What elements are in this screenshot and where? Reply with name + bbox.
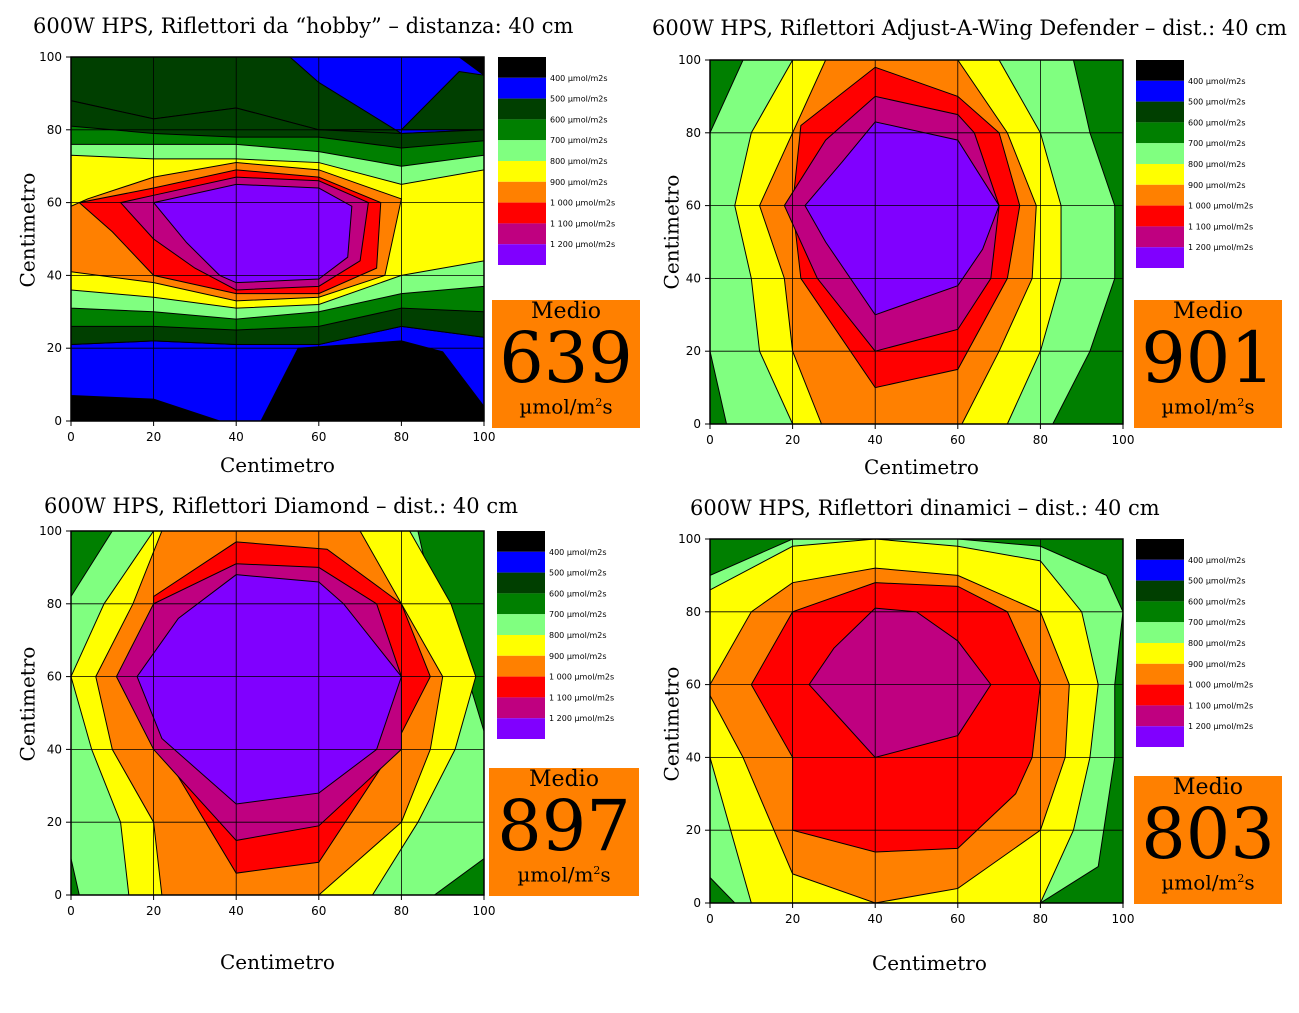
plot-frame	[70, 56, 485, 422]
x-axis-title: Centimetro	[872, 951, 987, 975]
y-tick-label: 20	[47, 341, 62, 355]
legend-swatch	[498, 57, 546, 78]
x-tick-label: 20	[146, 430, 161, 444]
legend-swatch	[498, 119, 546, 141]
mean-value: 901	[1141, 317, 1275, 399]
legend-swatch	[498, 98, 546, 120]
y-tick-label: 60	[47, 196, 62, 210]
mean-box: Medio 901 µmol/m2s	[1134, 300, 1282, 428]
legend-swatch	[498, 181, 546, 203]
legend-swatch	[498, 202, 546, 224]
legend-label: 800 µmol/m2s	[550, 157, 608, 166]
mean-box: Medio 803 µmol/m2s	[1134, 776, 1282, 904]
x-tick-label: 0	[67, 430, 75, 444]
y-tick-label: 0	[54, 414, 62, 428]
chart-title: 600W HPS, Riflettori Diamond – dist.: 40…	[44, 494, 519, 518]
mean-label: Medio	[1173, 299, 1243, 324]
legend-label: 900 µmol/m2s	[550, 178, 608, 187]
legend-label: 1 200 µmol/m2s	[550, 240, 615, 249]
legend-swatch	[498, 77, 546, 99]
legend-label: 500 µmol/m2s	[550, 95, 608, 104]
mean-unit: µmol/m2s	[519, 394, 613, 419]
mean-box: Medio 897 µmol/m2s	[489, 768, 639, 896]
x-axis-title: Centimetro	[864, 455, 979, 479]
chart-title: 600W HPS, Riflettori dinamici – dist.: 4…	[690, 496, 1160, 520]
legend-label: 600 µmol/m2s	[550, 115, 608, 124]
mean-box: Medio 639 µmol/m2s	[492, 300, 640, 428]
x-tick-label: 40	[229, 430, 244, 444]
y-tick-label: 80	[47, 123, 62, 137]
contour-fill-group	[71, 57, 484, 421]
mean-unit: µmol/m2s	[1161, 394, 1255, 419]
mean-label: Medio	[1173, 775, 1243, 800]
legend-swatch	[498, 140, 546, 161]
mean-label: Medio	[529, 767, 599, 792]
mean-value: 639	[499, 317, 633, 399]
legend-label: 400 µmol/m2s	[550, 74, 608, 83]
x-tick-label: 60	[311, 430, 326, 444]
mean-label: Medio	[531, 299, 601, 324]
legend-label: 1 100 µmol/m2s	[550, 219, 615, 228]
y-axis-title: Centimetro	[15, 172, 40, 288]
chart-title: 600W HPS, Riflettori da “hobby” – distan…	[33, 14, 574, 38]
legend-label: 700 µmol/m2s	[550, 136, 608, 145]
mean-unit: µmol/m2s	[517, 862, 611, 887]
x-tick-label: 100	[473, 430, 496, 444]
y-tick-label: 40	[47, 268, 62, 282]
mean-value: 897	[497, 785, 631, 867]
legend: 400 µmol/m2s 500 µmol/m2s 600 µmol/m2s 700 …	[498, 57, 615, 265]
y-axis-title: Centimetro	[659, 174, 684, 290]
legend-swatch	[498, 244, 546, 265]
x-tick-label: 80	[394, 430, 409, 444]
mean-value: 803	[1141, 793, 1275, 875]
contour-band	[152, 183, 353, 284]
legend-swatch	[498, 161, 546, 182]
x-axis-title: Centimetro	[220, 453, 335, 477]
chart-title: 600W HPS, Riflettori Adjust-A-Wing Defen…	[652, 16, 1287, 40]
y-tick-label: 100	[39, 50, 62, 64]
legend-label: 1 000 µmol/m2s	[550, 199, 615, 208]
mean-unit: µmol/m2s	[1161, 870, 1255, 895]
x-axis-title: Centimetro	[220, 950, 335, 974]
y-axis-title: Centimetro	[15, 646, 40, 762]
y-axis-title: Centimetro	[659, 666, 684, 782]
legend-swatch	[498, 223, 546, 245]
